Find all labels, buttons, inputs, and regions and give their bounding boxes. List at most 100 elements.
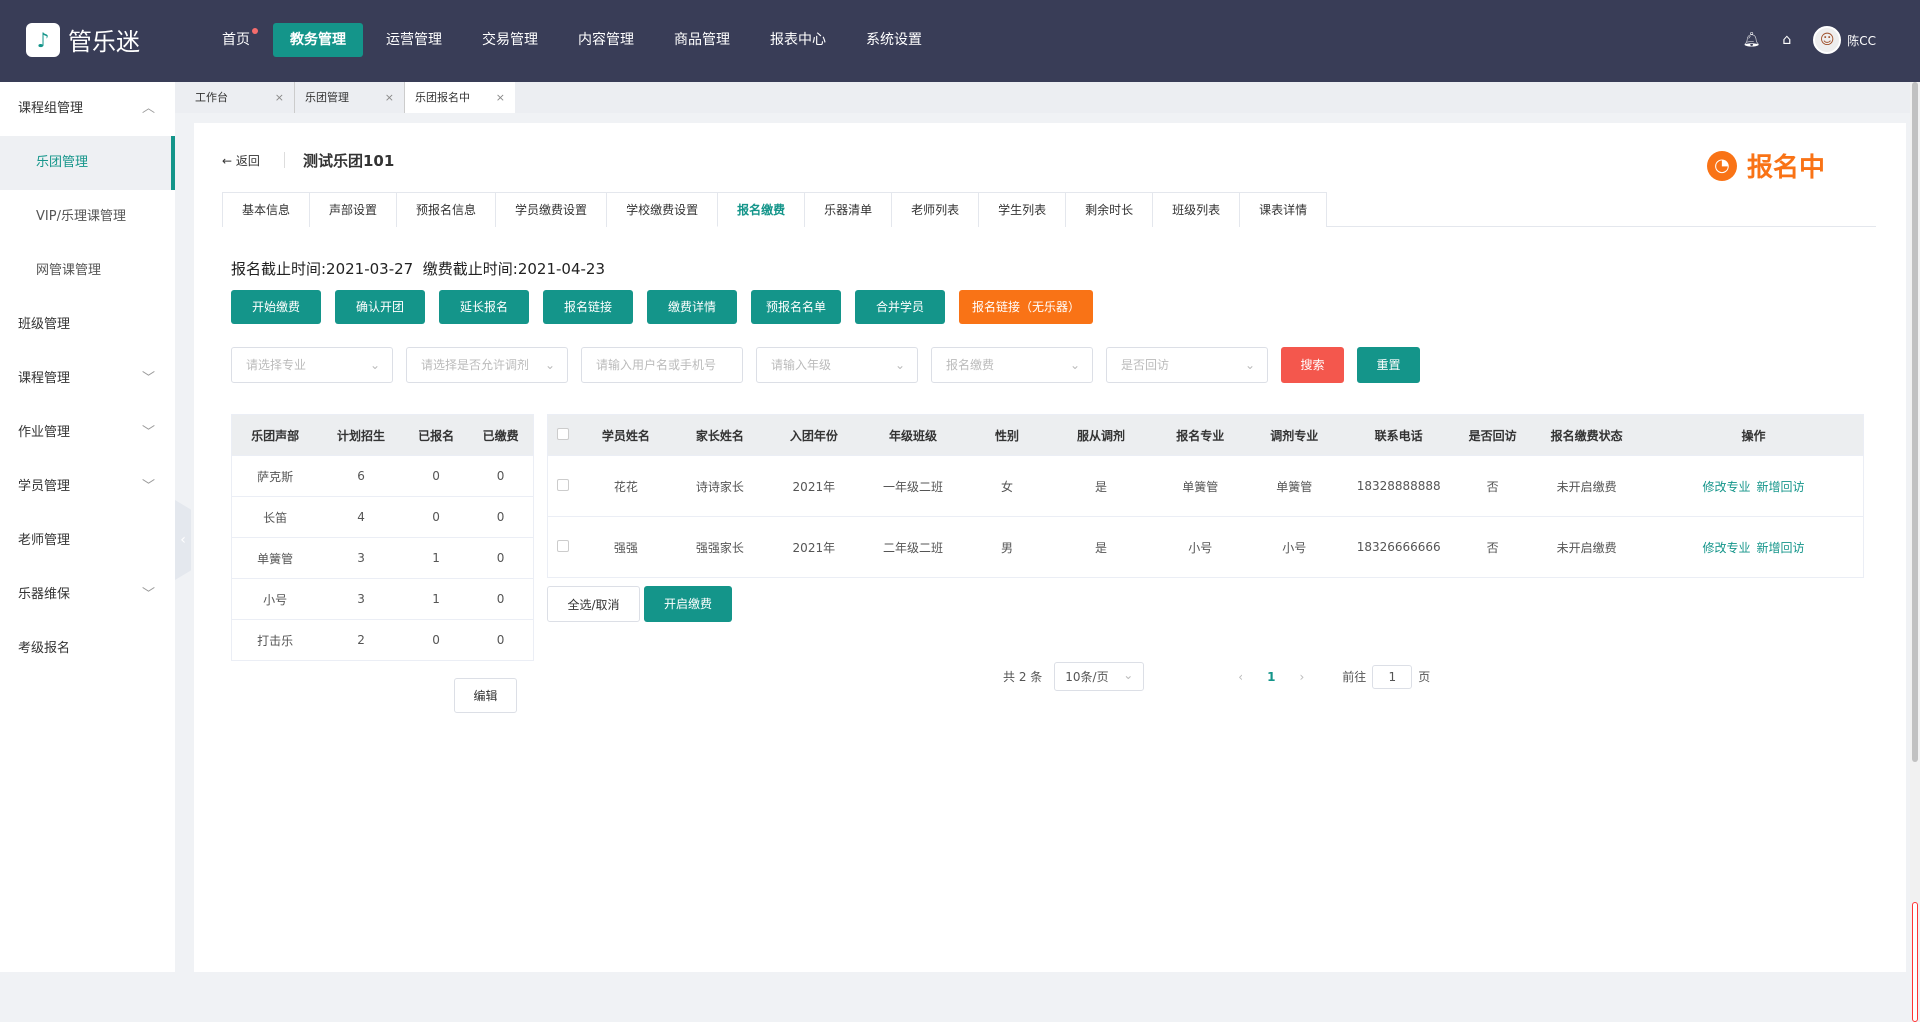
filter-select[interactable]: 请输入年级 ⌄ bbox=[756, 347, 918, 383]
chevron-down-icon: ﹀ bbox=[141, 371, 155, 386]
detail-tab[interactable]: 班级列表 bbox=[1152, 192, 1240, 227]
chevron-down-icon: ⌄ bbox=[1244, 358, 1255, 372]
action-button[interactable]: 预报名名单 bbox=[751, 290, 841, 324]
page-title: 测试乐团101 bbox=[303, 152, 395, 170]
action-button[interactable]: 确认开团 bbox=[335, 290, 425, 324]
sidebar-item[interactable]: 课程管理 ﹀ bbox=[0, 352, 175, 406]
select-all-checkbox[interactable] bbox=[547, 414, 579, 456]
page-tab[interactable]: 乐团管理 × bbox=[295, 82, 405, 113]
nav-item[interactable]: 运营管理 bbox=[386, 32, 442, 48]
main-nav: 首页 教务管理 运营管理 交易管理 内容管理 商品管理 报表中心 系统设置 bbox=[205, 23, 939, 57]
filter-select[interactable]: 报名缴费 ⌄ bbox=[931, 347, 1093, 383]
sidebar-item[interactable]: 老师管理 bbox=[18, 533, 71, 548]
filter-select[interactable]: 请选择是否允许调剂 ⌄ bbox=[406, 347, 568, 383]
add-visit-link[interactable]: 新增回访 bbox=[1756, 540, 1805, 555]
page-tab[interactable]: 乐团报名中 × bbox=[405, 82, 515, 113]
action-button[interactable]: 报名链接（无乐器） bbox=[959, 290, 1093, 324]
detail-tab[interactable]: 乐器清单 bbox=[804, 192, 892, 227]
sidebar-item[interactable]: 考级报名 bbox=[18, 641, 71, 656]
action-button[interactable]: 报名链接 bbox=[543, 290, 633, 324]
open-fee-button[interactable]: 开启缴费 bbox=[644, 586, 732, 622]
user-menu[interactable]: ☺ 陈CC bbox=[1813, 26, 1876, 54]
chevron-down-icon: ﹀ bbox=[141, 587, 155, 602]
sidebar-item[interactable]: 班级管理 bbox=[18, 317, 71, 332]
edit-major-link[interactable]: 修改专业 bbox=[1702, 540, 1751, 555]
status-badge: ◔ 报名中 bbox=[1707, 147, 1825, 184]
sidebar-item[interactable]: 作业管理 ﹀ bbox=[0, 406, 175, 460]
detail-tab[interactable]: 学生列表 bbox=[978, 192, 1066, 227]
voice-table: 乐团声部 计划招生 已报名 已缴费 萨克斯 6 0 0 长笛 4 0 0 单簧管 3 1 0 小号 3 1 0 打击乐 2… bbox=[231, 414, 534, 661]
detail-tab[interactable]: 基本信息 bbox=[222, 192, 310, 227]
table-row: 单簧管 3 1 0 bbox=[231, 537, 534, 579]
sidebar-item[interactable]: 乐团管理 bbox=[0, 136, 175, 190]
deadline-text: 报名截止时间:2021-03-27 缴费截止时间:2021-04-23 bbox=[231, 260, 605, 278]
search-button[interactable]: 搜索 bbox=[1281, 347, 1344, 383]
back-link[interactable]: ← 返回 bbox=[222, 154, 260, 168]
detail-tab[interactable]: 老师列表 bbox=[891, 192, 979, 227]
action-button[interactable]: 延长报名 bbox=[439, 290, 529, 324]
chevron-down-icon: ⌄ bbox=[544, 358, 555, 372]
chevron-down-icon: ⌄ bbox=[1069, 358, 1080, 372]
add-visit-link[interactable]: 新增回访 bbox=[1756, 479, 1805, 494]
close-icon[interactable]: × bbox=[274, 91, 284, 104]
table-header: 学员姓名 家长姓名 入团年份 年级班级 性别 服从调剂 报名专业 调剂专业 联系电话 是否回访 报名… bbox=[547, 414, 1864, 456]
table-row: 长笛 4 0 0 bbox=[231, 496, 534, 538]
chevron-down-icon: ⌄ bbox=[369, 358, 380, 372]
close-icon[interactable]: × bbox=[495, 91, 505, 104]
nav-item[interactable]: 交易管理 bbox=[482, 32, 538, 48]
detail-tab[interactable]: 学校缴费设置 bbox=[606, 192, 718, 227]
prev-page-icon[interactable]: ‹ bbox=[1238, 669, 1244, 684]
action-button[interactable]: 开始缴费 bbox=[231, 290, 321, 324]
select-all-button[interactable]: 全选/取消 bbox=[547, 586, 640, 622]
table-row: 强强 强强家长 2021年 二年级二班男是小号 小号 18326666666 否未开启缴费修… bbox=[547, 516, 1864, 578]
action-button[interactable]: 合并学员 bbox=[855, 290, 945, 324]
pagination: 共 2 条 10条/页 ⌄ ‹ 1 › 前往 1 页 bbox=[1003, 662, 1430, 691]
collapse-sidebar-button[interactable]: ‹ bbox=[175, 500, 191, 580]
logo-icon: ♪ bbox=[26, 22, 60, 57]
sidebar-item[interactable]: 网管课管理 bbox=[36, 263, 102, 278]
top-header: ♪ 管乐迷 首页 教务管理 运营管理 交易管理 内容管理 商品管理 报表中心 系统设置 🔔︎ ⌂… bbox=[0, 0, 1920, 82]
nav-item[interactable]: 报表中心 bbox=[770, 32, 826, 48]
table-row: 萨克斯 6 0 0 bbox=[231, 455, 534, 497]
home-icon[interactable]: ⌂ bbox=[1782, 32, 1792, 48]
row-checkbox[interactable] bbox=[547, 455, 579, 517]
nav-item[interactable]: 首页 bbox=[205, 23, 267, 57]
detail-tab[interactable]: 学员缴费设置 bbox=[495, 192, 607, 227]
goto-page-input[interactable]: 1 bbox=[1372, 664, 1413, 689]
next-page-icon[interactable]: › bbox=[1299, 669, 1305, 684]
filter-select[interactable]: 是否回访 ⌄ bbox=[1106, 347, 1268, 383]
avatar: ☺ bbox=[1813, 26, 1842, 54]
search-input[interactable]: 请输入用户名或手机号 bbox=[581, 347, 743, 383]
detail-tab[interactable]: 剩余时长 bbox=[1065, 192, 1153, 227]
filter-select[interactable]: 请选择专业 ⌄ bbox=[231, 347, 393, 383]
action-button[interactable]: 缴费详情 bbox=[647, 290, 737, 324]
sidebar-item[interactable]: 课程组管理 ︿ bbox=[0, 82, 175, 136]
edit-major-link[interactable]: 修改专业 bbox=[1702, 479, 1751, 494]
table-row: 打击乐 2 0 0 bbox=[231, 619, 534, 661]
page-number[interactable]: 1 bbox=[1267, 669, 1276, 684]
sidebar-item[interactable]: VIP/乐理课管理 bbox=[36, 209, 126, 224]
detail-tab[interactable]: 声部设置 bbox=[309, 192, 397, 227]
detail-tab[interactable]: 报名缴费 bbox=[717, 192, 805, 227]
page-tab[interactable]: 工作台 × bbox=[185, 82, 295, 113]
detail-tab[interactable]: 课表详情 bbox=[1239, 192, 1328, 227]
bell-icon[interactable]: 🔔︎ bbox=[1742, 32, 1761, 48]
chevron-down-icon: ⌄ bbox=[1123, 668, 1134, 682]
nav-item[interactable]: 商品管理 bbox=[674, 32, 730, 48]
nav-item[interactable]: 教务管理 bbox=[273, 23, 363, 57]
detail-tab[interactable]: 预报名信息 bbox=[396, 192, 496, 227]
nav-item[interactable]: 内容管理 bbox=[578, 32, 634, 48]
edit-button[interactable]: 编辑 bbox=[454, 678, 517, 713]
reset-button[interactable]: 重置 bbox=[1357, 347, 1420, 383]
sidebar-item[interactable]: 学员管理 ﹀ bbox=[0, 460, 175, 514]
sidebar-item[interactable]: 乐器维保 ﹀ bbox=[0, 568, 175, 622]
nav-item[interactable]: 系统设置 bbox=[866, 32, 922, 48]
student-table: 学员姓名 家长姓名 入团年份 年级班级 性别 服从调剂 报名专业 调剂专业 联系电话 是否回访 报名… bbox=[547, 414, 1864, 578]
chevron-down-icon: ⌄ bbox=[894, 358, 905, 372]
logo[interactable]: ♪ 管乐迷 bbox=[26, 22, 140, 57]
page-size-select[interactable]: 10条/页 ⌄ bbox=[1054, 662, 1145, 691]
row-checkbox[interactable] bbox=[547, 516, 579, 578]
scrollbar[interactable] bbox=[1910, 82, 1920, 1022]
close-icon[interactable]: × bbox=[384, 91, 394, 104]
table-row: 小号 3 1 0 bbox=[231, 578, 534, 620]
